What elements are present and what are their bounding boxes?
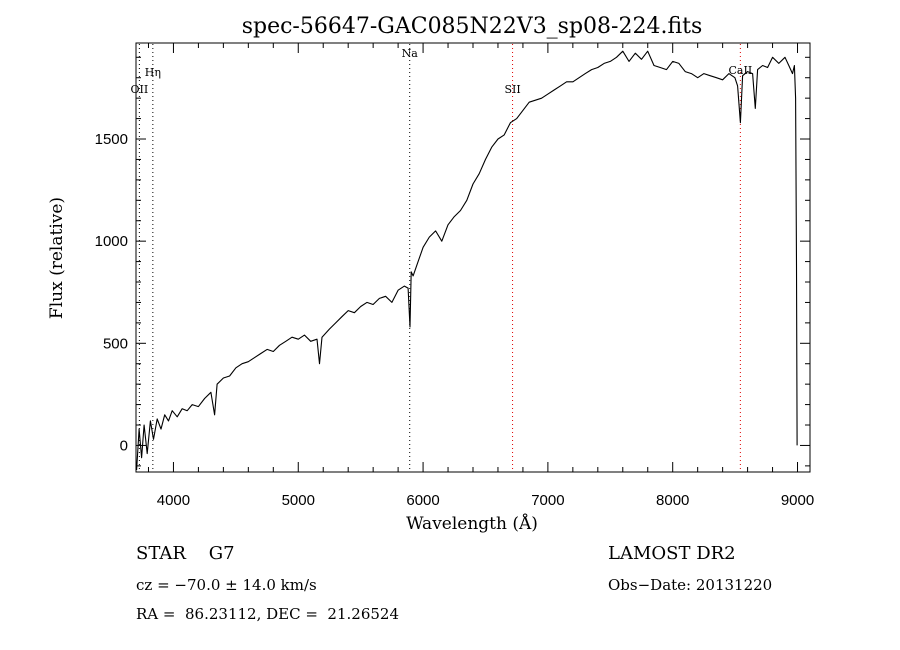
chart-title: spec-56647-GAC085N22V3_sp08-224.fits xyxy=(242,14,703,39)
x-axis-label: Wavelength (Å) xyxy=(406,513,538,534)
line-label-caii: CaII xyxy=(729,64,753,77)
x-tick-label: 8000 xyxy=(656,492,689,509)
spectral-line-markers xyxy=(138,44,741,471)
x-tick-label: 7000 xyxy=(531,492,564,509)
y-tick-label: 500 xyxy=(103,335,128,352)
redshift-label: cz = −70.0 ± 14.0 km/s xyxy=(136,576,317,594)
line-label-oii: OII xyxy=(131,83,149,96)
x-tick-label: 5000 xyxy=(282,492,315,509)
object-class-label: STAR G7 xyxy=(136,543,235,564)
x-tick-label: 4000 xyxy=(157,492,190,509)
x-axis: 4000 5000 6000 7000 8000 9000 xyxy=(147,43,814,509)
y-axis-label: Flux (relative) xyxy=(47,197,67,319)
x-tick-label: 6000 xyxy=(406,492,439,509)
plot-frame xyxy=(135,42,811,473)
survey-label: LAMOST DR2 xyxy=(608,543,736,564)
line-label-hη: Hη xyxy=(145,66,161,79)
series-layer xyxy=(136,50,798,471)
x-tick-label: 9000 xyxy=(781,492,814,509)
y-tick-label: 1500 xyxy=(95,131,128,148)
spectrum-line-0 xyxy=(136,50,798,471)
obs-date-label: Obs−Date: 20131220 xyxy=(608,576,772,594)
line-label-sii: SII xyxy=(504,83,520,96)
spectral-line-labels: OII Hη Na SII CaII xyxy=(131,47,753,96)
y-axis: 0 500 1000 1500 xyxy=(95,56,810,467)
coordinates-label: RA = 86.23112, DEC = 21.26524 xyxy=(136,605,399,623)
y-tick-label: 0 xyxy=(120,437,128,454)
line-label-na: Na xyxy=(402,47,419,60)
y-tick-label: 1000 xyxy=(95,233,128,250)
